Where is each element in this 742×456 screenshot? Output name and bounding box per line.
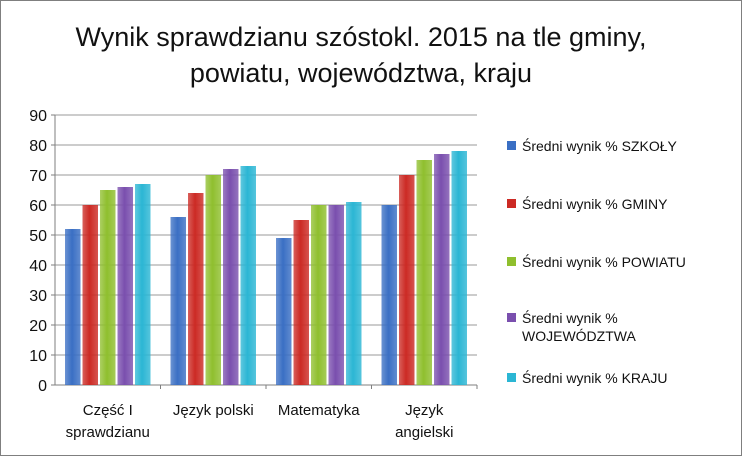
x-tick-label: angielski <box>395 424 453 441</box>
bar <box>381 205 397 385</box>
bar <box>100 190 116 385</box>
legend-item: Średni wynik % GMINY <box>507 195 717 213</box>
y-tick-label: 30 <box>29 288 47 305</box>
bar <box>399 175 415 385</box>
legend-item: Średni wynik % POWIATU <box>507 253 717 271</box>
legend-label-line: Średni wynik % KRAJU <box>522 370 668 386</box>
y-tick-label: 80 <box>29 138 47 155</box>
chart-title-line-2: powiatu, województwa, kraju <box>189 58 533 88</box>
legend-label-line: Średni wynik % POWIATU <box>522 254 686 270</box>
legend-label: Średni wynik % SZKOŁY <box>522 137 717 155</box>
y-tick-label: 0 <box>38 378 47 395</box>
legend-item: Średni wynik % SZKOŁY <box>507 137 717 155</box>
legend-label: Średni wynik % KRAJU <box>522 369 717 387</box>
bar <box>82 205 98 385</box>
x-tick-label: Matematyka <box>278 402 360 419</box>
bar <box>311 205 327 385</box>
legend-label-line: Średni wynik % <box>522 310 618 326</box>
bar <box>223 169 239 385</box>
legend-swatch <box>507 141 516 150</box>
legend-swatch <box>507 373 516 382</box>
bar <box>416 160 432 385</box>
legend-swatch <box>507 257 516 266</box>
bar <box>170 217 186 385</box>
legend-item: Średni wynik % WOJEWÓDZTWA <box>507 309 717 345</box>
legend-label-line: WOJEWÓDZTWA <box>522 328 636 344</box>
legend-swatch <box>507 199 516 208</box>
bar <box>205 175 221 385</box>
bar <box>240 166 256 385</box>
x-tick-label: Język <box>405 402 444 419</box>
chart-title-line-1: Wynik sprawdzianu szóstokl. 2015 na tle … <box>75 22 647 52</box>
legend-label: Średni wynik % WOJEWÓDZTWA <box>522 309 717 345</box>
legend-swatch <box>507 313 516 322</box>
chart-title: Wynik sprawdzianu szóstokl. 2015 na tle … <box>61 19 661 91</box>
y-tick-label: 20 <box>29 318 47 335</box>
y-tick-label: 90 <box>29 108 47 125</box>
x-tick-label: Część I <box>83 402 133 419</box>
legend-item: Średni wynik % KRAJU <box>507 369 717 387</box>
bar <box>65 229 81 385</box>
legend-label-line: Średni wynik % SZKOŁY <box>522 138 677 154</box>
bar <box>346 202 362 385</box>
bar <box>293 220 309 385</box>
bar <box>328 205 344 385</box>
bar <box>451 151 467 385</box>
y-tick-label: 40 <box>29 258 47 275</box>
legend-label-line: Średni wynik % GMINY <box>522 196 668 212</box>
bar <box>434 154 450 385</box>
x-tick-label: Język polski <box>173 402 254 419</box>
x-tick-label: sprawdzianu <box>66 424 150 441</box>
y-tick-label: 10 <box>29 348 47 365</box>
bar <box>117 187 133 385</box>
y-tick-label: 60 <box>29 198 47 215</box>
bar <box>188 193 204 385</box>
bar <box>276 238 292 385</box>
y-tick-label: 70 <box>29 168 47 185</box>
bar <box>135 184 151 385</box>
y-tick-label: 50 <box>29 228 47 245</box>
legend-label: Średni wynik % GMINY <box>522 195 717 213</box>
legend-label: Średni wynik % POWIATU <box>522 253 717 271</box>
